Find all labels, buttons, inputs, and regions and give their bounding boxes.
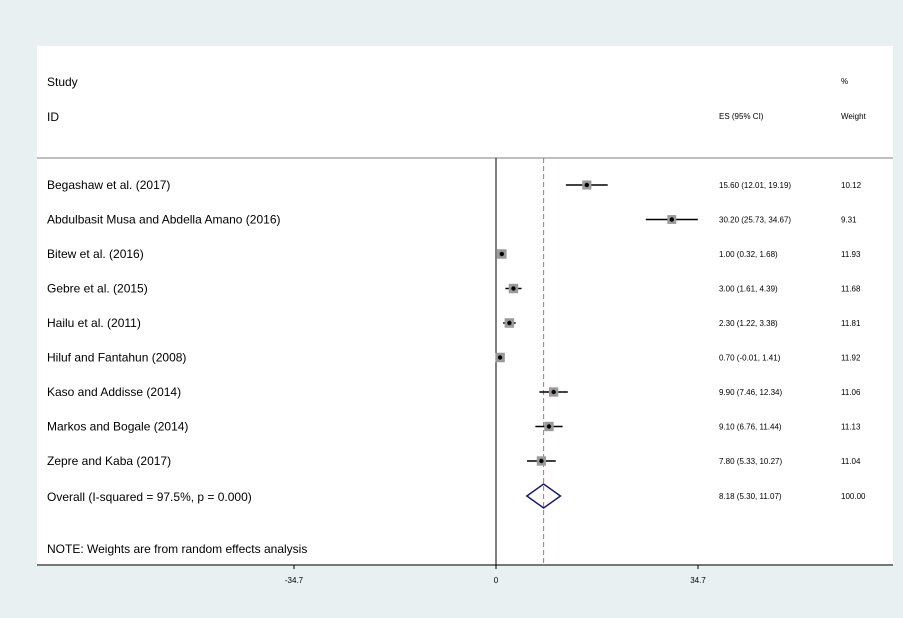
es-ci-text: 2.30 (1.22, 3.38) [719, 319, 778, 328]
weight-text: 11.81 [841, 319, 861, 328]
point-estimate [511, 286, 516, 291]
study-label: Bitew et al. (2016) [47, 247, 144, 261]
es-ci-text: 15.60 (12.01, 19.19) [719, 181, 791, 190]
x-tick-label: 34.7 [690, 576, 706, 585]
point-estimate [499, 251, 505, 257]
study-label: Hailu et al. (2011) [47, 316, 141, 330]
point-estimate [546, 424, 552, 429]
weight-text: 11.68 [841, 285, 861, 294]
point-estimate [497, 355, 503, 360]
study-label: Kaso and Addisse (2014) [47, 385, 181, 399]
study-label: Zepre and Kaba (2017) [47, 454, 171, 468]
plot-panel [37, 46, 893, 564]
es-ci-text: 0.70 (-0.01, 1.41) [719, 354, 781, 363]
header-weight: Weight [841, 112, 867, 121]
weight-text: 11.13 [841, 423, 861, 432]
study-label: Markos and Bogale (2014) [47, 420, 188, 434]
es-ci-text: 30.20 (25.73, 34.67) [719, 216, 791, 225]
weight-text: 11.93 [841, 250, 861, 259]
point-estimate [539, 458, 544, 464]
es-ci-text: 7.80 (5.33, 10.27) [719, 457, 782, 466]
weight-text: 11.92 [841, 354, 861, 363]
x-tick-label: 0 [494, 576, 499, 585]
es-ci-text: 9.10 (6.76, 11.44) [719, 423, 782, 432]
point-estimate [669, 217, 675, 222]
point-estimate [551, 389, 556, 395]
weight-text: 11.06 [841, 388, 861, 397]
x-tick-label: -34.7 [285, 576, 304, 585]
es-ci-text: 9.90 (7.46, 12.34) [719, 388, 782, 397]
overall-es-text: 8.18 (5.30, 11.07) [719, 492, 782, 501]
overall-weight-text: 100.00 [841, 492, 866, 501]
es-ci-text: 1.00 (0.32, 1.68) [719, 250, 778, 259]
study-label: Begashaw et al. (2017) [47, 178, 170, 192]
overall-label: Overall (I-squared = 97.5%, p = 0.000) [47, 490, 252, 504]
study-label: Abdulbasit Musa and Abdella Amano (2016) [47, 213, 281, 227]
header-id: ID [47, 110, 59, 124]
header-study: Study [47, 75, 78, 89]
weight-text: 11.04 [841, 457, 861, 466]
header-es: ES (95% CI) [719, 112, 764, 121]
header-weight-pct: % [841, 77, 848, 86]
es-ci-text: 3.00 (1.61, 4.39) [719, 285, 778, 294]
study-label: Gebre et al. (2015) [47, 282, 148, 296]
point-estimate [584, 182, 590, 188]
point-estimate [507, 320, 512, 326]
overall-diamond [525, 483, 562, 509]
x-axis-ticks: -34.7 0 34.7 [285, 565, 706, 585]
weight-text: 9.31 [841, 216, 857, 225]
study-label: Hiluf and Fantahun (2008) [47, 351, 186, 365]
weight-text: 10.12 [841, 181, 862, 190]
note-text: NOTE: Weights are from random effects an… [47, 542, 307, 556]
study-rows: Begashaw et al. (2017) 15.60 (12.01, 19.1… [47, 178, 862, 468]
